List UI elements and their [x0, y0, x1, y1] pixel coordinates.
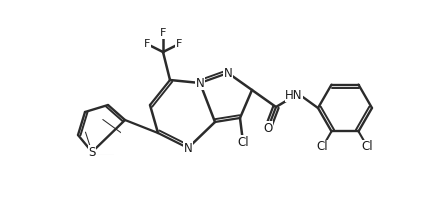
Text: F: F [144, 39, 150, 49]
Text: Cl: Cl [317, 141, 328, 154]
Text: N: N [184, 141, 192, 154]
Text: Cl: Cl [362, 141, 373, 154]
Text: S: S [88, 145, 96, 158]
Text: HN: HN [285, 88, 303, 101]
Text: N: N [224, 66, 232, 79]
Text: O: O [264, 121, 273, 134]
Text: F: F [176, 39, 182, 49]
Text: Cl: Cl [237, 136, 249, 149]
Text: N: N [196, 77, 204, 90]
Text: F: F [160, 28, 166, 38]
